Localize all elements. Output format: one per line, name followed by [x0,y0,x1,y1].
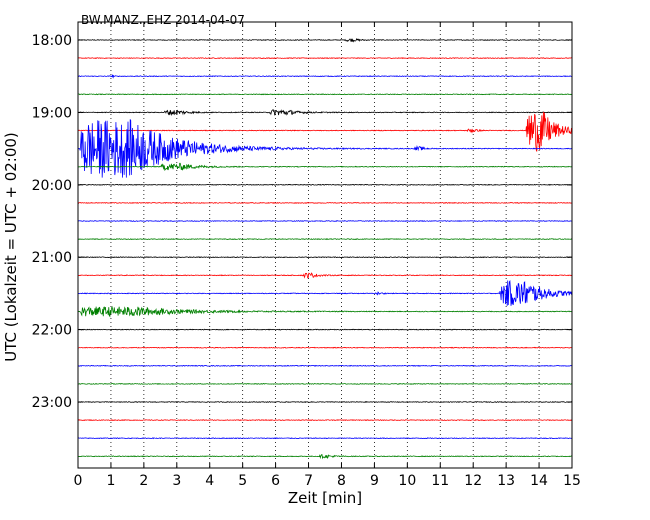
x-tick-label: 8 [337,473,346,489]
tick-layer: 0 1 2 3 4 5 6 7 8 9 10 11 12 13 14 1518:0019:0020:0021:… [32,22,581,489]
trace-line [77,454,573,460]
y-tick-label: 21:00 [32,250,72,266]
trace-line [77,37,573,43]
y-tick-label: 18:00 [32,33,72,49]
trace-line [77,57,573,60]
trace-line [77,328,573,331]
grid-layer [110,22,540,468]
trace-line [77,93,573,96]
x-tick-label: 12 [464,473,482,489]
x-tick-label: 9 [370,473,379,489]
y-tick-label: 20:00 [32,178,72,194]
trace-line [77,272,573,279]
trace-line [77,162,573,171]
x-tick-label: 11 [431,473,449,489]
y-axis-title: UTC (Lokalzeit = UTC + 02:00) [2,132,20,362]
x-tick-label: 10 [398,473,416,489]
trace-line [77,401,573,403]
y-tick-label: 19:00 [32,105,72,121]
trace-line [77,119,573,178]
x-tick-label: 5 [238,473,247,489]
x-tick-label: 4 [205,473,214,489]
trace-line [77,364,573,367]
chart-title: BW.MANZ..EHZ 2014-04-07 [81,13,245,27]
y-tick-label: 22:00 [32,323,72,339]
x-tick-label: 2 [139,473,148,489]
trace-layer [77,37,573,460]
trace-line [77,74,573,79]
trace-line [77,419,573,422]
x-tick-label: 3 [172,473,181,489]
x-tick-label: 1 [106,473,115,489]
x-tick-label: 6 [271,473,280,489]
x-axis-title: Zeit [min] [288,489,362,507]
x-tick-label: 13 [497,473,515,489]
x-tick-label: 14 [530,473,548,489]
trace-line [77,220,573,223]
trace-line [77,256,573,259]
x-tick-label: 7 [304,473,313,489]
trace-line [77,280,573,306]
trace-line [77,305,573,318]
x-tick-label: 15 [563,473,581,489]
y-tick-label: 23:00 [32,395,72,411]
trace-line [77,437,573,440]
trace-line [77,111,573,152]
trace-line [77,346,573,349]
trace-line [77,183,573,186]
plot-frame [77,21,573,469]
trace-line [77,238,573,241]
trace-line [77,108,573,117]
trace-line [77,201,573,204]
trace-line [77,382,573,385]
x-tick-label: 0 [74,473,83,489]
